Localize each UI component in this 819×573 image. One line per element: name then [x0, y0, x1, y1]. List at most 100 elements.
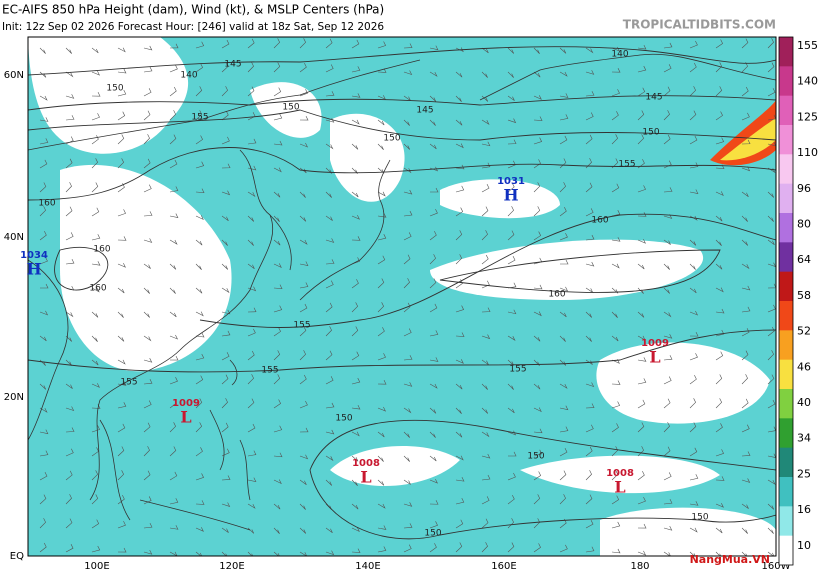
wind-barb — [403, 431, 410, 438]
wind-barb — [351, 119, 360, 125]
wind-barb — [325, 280, 334, 289]
wind-barb — [663, 355, 673, 361]
wind-barb — [221, 502, 231, 507]
wind-barb — [637, 239, 646, 244]
wind-barb — [65, 448, 74, 457]
wind-barb — [611, 335, 619, 342]
contour-label: 150 — [106, 84, 123, 94]
wind-barb — [143, 358, 153, 363]
wind-barb — [117, 446, 125, 457]
wind-barb — [91, 545, 101, 553]
lat-label: EQ — [10, 551, 24, 562]
wind-barb — [507, 472, 516, 481]
wind-barb — [377, 143, 384, 150]
wind-barb — [351, 404, 361, 410]
wind-barb — [455, 207, 464, 217]
wind-barb — [65, 311, 74, 318]
wind-barb — [351, 527, 360, 532]
wind-barb — [741, 139, 751, 145]
wind-barb — [507, 518, 514, 529]
wind-barb — [767, 215, 774, 222]
wind-barb — [663, 42, 673, 49]
contour-label: 145 — [416, 106, 433, 116]
colorbar-label: 140 — [797, 75, 818, 88]
wind-barb — [559, 426, 569, 433]
wind-barb — [195, 86, 203, 97]
wind-barb — [65, 94, 75, 99]
wind-barb — [325, 376, 334, 385]
wind-barb — [91, 92, 101, 97]
subtitle: Init: 12z Sep 02 2026 Forecast Hour: [24… — [2, 21, 384, 33]
wind-barb — [195, 215, 204, 221]
wind-barb — [195, 551, 203, 556]
wind-barb — [195, 110, 203, 121]
wind-barb — [377, 327, 385, 337]
wind-barb — [507, 451, 517, 457]
wind-barb — [195, 500, 205, 505]
wind-barb — [585, 91, 595, 97]
wind-barb — [559, 359, 567, 366]
wind-barb — [247, 239, 254, 246]
wind-barb — [117, 423, 126, 433]
wind-barb — [247, 138, 257, 145]
wind-barb — [663, 498, 673, 505]
wind-barb — [403, 143, 411, 150]
wind-barb — [377, 234, 387, 241]
wind-barb — [455, 477, 465, 482]
wind-barb — [39, 182, 47, 193]
wind-barb — [247, 350, 255, 361]
center-symbol: L — [649, 348, 660, 367]
wind-barb — [117, 68, 127, 74]
wind-barb — [377, 546, 387, 553]
wind-barb — [715, 329, 725, 337]
wind-barb — [169, 399, 177, 409]
center-pressure: 1008 — [352, 458, 380, 469]
wind-barb — [351, 351, 360, 361]
wind-barb — [507, 182, 515, 193]
wind-barb — [559, 71, 568, 77]
wind-barb — [143, 211, 153, 217]
wind-barb — [741, 328, 750, 337]
wind-barb — [481, 431, 490, 438]
wind-barb — [91, 70, 101, 76]
wind-barb — [403, 302, 411, 313]
wind-barb — [481, 453, 491, 459]
wind-barb — [39, 230, 47, 241]
wind-barb — [117, 311, 124, 318]
wind-barb — [429, 254, 436, 265]
center-pressure: 1009 — [172, 398, 200, 409]
wind-barb — [195, 239, 203, 246]
wind-barb — [221, 62, 229, 73]
contour-label: 155 — [120, 378, 137, 388]
wind-barb — [91, 494, 99, 505]
wind-barb — [247, 307, 257, 313]
wind-barb — [559, 405, 569, 411]
height-contours — [28, 46, 776, 540]
wind-barb — [39, 471, 48, 481]
wind-barb — [377, 213, 387, 218]
contour-label: 150 — [642, 128, 659, 138]
wind-barb — [117, 263, 126, 268]
wind-barb — [273, 425, 283, 433]
wind-barb — [221, 163, 231, 169]
wind-barb — [273, 527, 280, 534]
wind-barb — [689, 62, 697, 73]
wind-barb — [299, 38, 306, 49]
wind-barb — [455, 47, 464, 53]
wind-barb — [741, 166, 751, 172]
wind-barb — [611, 134, 618, 145]
wind-barb — [507, 359, 515, 366]
wind-barb — [611, 521, 621, 529]
wind-barb — [377, 525, 387, 530]
wind-barb — [403, 523, 413, 529]
wind-barb — [39, 494, 47, 505]
wind-barb — [195, 188, 205, 194]
wind-barb — [533, 47, 540, 54]
colorbar-swatch — [779, 183, 793, 214]
wind-barb — [715, 527, 723, 534]
wind-barb — [221, 39, 230, 49]
wind-barb — [637, 550, 647, 556]
wind-barb — [143, 238, 153, 243]
wind-barb — [533, 206, 541, 217]
colorbar: 155 140 125 110 96 80 64 58 52 46 40 34 25 16 10 — [778, 36, 818, 566]
